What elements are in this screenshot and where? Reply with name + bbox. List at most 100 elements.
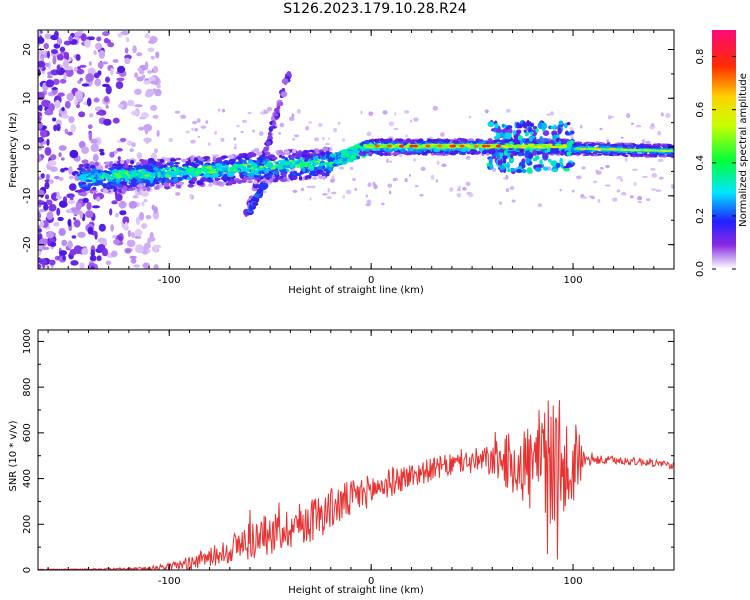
heatmap-cell	[49, 241, 57, 247]
heatmap-cell	[212, 156, 217, 160]
heatmap-cell	[425, 144, 431, 148]
heatmap-cell	[498, 140, 505, 143]
heatmap-cell	[156, 130, 160, 137]
heatmap-cell	[40, 173, 45, 179]
spectrogram-ytick-label: 10	[22, 92, 33, 105]
heatmap-cell	[96, 255, 102, 262]
heatmap-cell	[638, 153, 644, 156]
heatmap-cell	[308, 121, 313, 124]
heatmap-cell	[139, 158, 145, 162]
heatmap-cell	[589, 144, 595, 147]
heatmap-cell	[79, 77, 83, 82]
heatmap-cell	[145, 88, 155, 97]
heatmap-cell	[356, 155, 360, 160]
heatmap-cell	[435, 153, 442, 156]
heatmap-cell	[528, 128, 533, 132]
heatmap-cell	[279, 101, 284, 107]
heatmap-cell	[227, 181, 233, 186]
heatmap-cell	[49, 154, 57, 161]
heatmap-cell	[175, 191, 181, 196]
heatmap-cell	[329, 161, 334, 165]
spectrogram-ytick-label: -20	[22, 236, 33, 252]
heatmap-cell	[44, 147, 52, 156]
heatmap-cell	[514, 144, 522, 147]
heatmap-cell	[152, 65, 159, 74]
heatmap-cell	[58, 228, 66, 237]
heatmap-cell	[536, 144, 542, 148]
heatmap-cell	[102, 189, 109, 193]
heatmap-cell	[136, 52, 143, 57]
heatmap-cell	[516, 129, 522, 135]
heatmap-cell	[617, 150, 623, 153]
colorbar-tick-label: 0.2	[695, 208, 706, 224]
heatmap-cell	[644, 145, 650, 148]
heatmap-cell	[194, 128, 199, 132]
heatmap-cell	[88, 132, 92, 141]
heatmap-cell	[143, 137, 152, 143]
heatmap-cell	[142, 179, 150, 183]
colorbar-label: Normalized spectral amplitude	[738, 73, 749, 227]
heatmap-cell	[632, 155, 636, 158]
heatmap-cell	[115, 81, 124, 90]
heatmap-cell	[649, 154, 653, 157]
heatmap-cell	[190, 167, 195, 170]
heatmap-cell	[337, 121, 341, 125]
heatmap-cell	[127, 101, 135, 107]
heatmap-cell	[61, 239, 68, 247]
heatmap-cell	[294, 134, 299, 138]
heatmap-cell	[73, 217, 77, 221]
heatmap-cell	[272, 121, 276, 127]
heatmap-cell	[220, 137, 225, 142]
heatmap-cell	[649, 152, 655, 155]
heatmap-cell	[392, 177, 397, 182]
heatmap-cell	[505, 187, 510, 193]
heatmap-cell	[539, 136, 544, 142]
heatmap-cell	[174, 110, 181, 114]
heatmap-cell	[605, 164, 610, 169]
heatmap-cell	[328, 137, 331, 140]
heatmap-cell	[46, 138, 50, 146]
heatmap-cell	[96, 36, 102, 42]
heatmap-cell	[78, 183, 83, 186]
heatmap-cell	[256, 188, 262, 194]
heatmap-cell	[47, 160, 57, 167]
heatmap-cell	[134, 72, 139, 78]
heatmap-cell	[193, 182, 197, 187]
heatmap-cell	[79, 64, 87, 68]
heatmap-cell	[517, 152, 522, 157]
heatmap-cell	[291, 137, 296, 141]
heatmap-cell	[660, 112, 664, 117]
heatmap-cell	[398, 153, 403, 157]
heatmap-cell	[498, 148, 505, 153]
heatmap-cell	[68, 166, 73, 175]
heatmap-cell	[635, 144, 640, 147]
heatmap-cell	[546, 113, 551, 116]
heatmap-cell	[130, 170, 136, 175]
heatmap-cell	[360, 110, 363, 115]
heatmap-cell	[330, 178, 335, 183]
heatmap-cell	[392, 151, 400, 156]
heatmap-cell	[65, 68, 74, 77]
heatmap-cell	[537, 204, 541, 207]
heatmap-cell	[134, 104, 143, 108]
heatmap-cell	[77, 66, 81, 70]
heatmap-cell	[591, 142, 596, 145]
heatmap-cell	[60, 168, 66, 173]
heatmap-cell	[292, 189, 298, 193]
heatmap-cell	[92, 186, 97, 192]
heatmap-cell	[82, 169, 87, 173]
heatmap-cell	[68, 116, 75, 124]
heatmap-cell	[87, 173, 92, 177]
heatmap-cell	[610, 152, 614, 155]
heatmap-cell	[655, 149, 661, 152]
heatmap-cell	[417, 138, 424, 142]
heatmap-cell	[79, 262, 85, 269]
heatmap-cell	[169, 162, 175, 166]
heatmap-cell	[63, 72, 67, 80]
heatmap-cell	[550, 111, 554, 116]
heatmap-cell	[68, 183, 77, 191]
heatmap-cell	[129, 148, 134, 152]
heatmap-cell	[115, 178, 120, 183]
heatmap-cell	[300, 187, 305, 192]
